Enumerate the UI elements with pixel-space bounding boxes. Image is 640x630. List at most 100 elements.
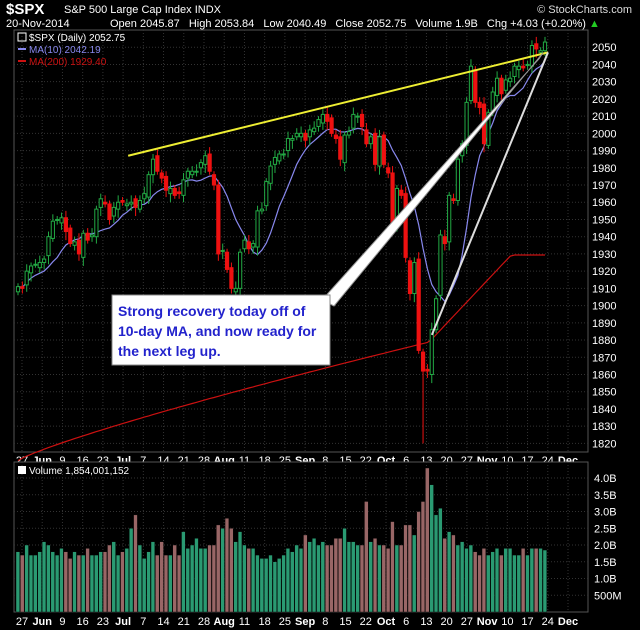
volume-bar (28, 554, 34, 613)
low-value: 2040.49 (286, 18, 327, 30)
volume-bar (394, 544, 399, 613)
volume-bar (20, 554, 25, 613)
candle-body (473, 69, 478, 103)
volume-x-tick-label: 15 (339, 616, 351, 628)
candle-body (251, 243, 256, 248)
volume-bar (303, 534, 308, 613)
candle-body (224, 251, 230, 270)
candle-body (281, 153, 286, 156)
volume-bar (460, 541, 465, 613)
candle-body (229, 267, 234, 289)
volume-bar (50, 551, 55, 613)
candle-body (338, 136, 343, 160)
candle-body (120, 200, 125, 203)
chart-symbol: $SPX (6, 1, 45, 18)
volume-bar (438, 507, 443, 613)
volume-x-tick-label: 25 (279, 616, 291, 628)
candle-body (42, 258, 47, 264)
candle-body (316, 119, 321, 127)
candle-body (177, 191, 182, 195)
volume-bar (237, 531, 243, 613)
volume-bar (124, 548, 129, 613)
volume-bar (294, 544, 299, 613)
volume-bar (250, 548, 256, 613)
volume-x-tick-label: Jul (115, 616, 131, 628)
volume-bar (342, 528, 347, 613)
volume-bar (176, 554, 182, 613)
volume-bar (346, 541, 352, 613)
volume-bar (355, 544, 360, 613)
candle-body (111, 206, 116, 217)
volume-bar (494, 548, 500, 613)
support-trendline (430, 52, 549, 336)
volume-bar (63, 551, 68, 613)
volume-x-tick-label: 21 (178, 616, 190, 628)
volume-bar (477, 554, 482, 613)
candle-body (59, 217, 64, 224)
volume-x-tick-label: 11 (239, 616, 250, 628)
candle-body (242, 239, 247, 250)
volume-bar (150, 541, 156, 613)
candle-body (368, 136, 373, 145)
open-label: Open (110, 18, 137, 30)
volume-bar (33, 554, 38, 613)
candle-body (168, 187, 173, 195)
volume-x-tick-label: 28 (198, 616, 210, 628)
volume-bar (351, 541, 356, 613)
volume-bar (534, 548, 539, 613)
high-value: 2053.84 (214, 18, 255, 30)
volume-bar (94, 554, 99, 613)
candle-body (163, 175, 169, 191)
candle-body (294, 132, 299, 138)
volume-bar (229, 528, 234, 613)
candle-body (194, 170, 199, 173)
candle-body (399, 189, 404, 196)
candle-body (142, 193, 147, 200)
volume-bar (46, 544, 51, 613)
volume-tick-label: 500M (594, 590, 622, 602)
volume-bar (194, 538, 199, 613)
candle-body (198, 162, 204, 169)
price-tick-label: 1980 (592, 163, 616, 175)
volume-x-tick-label: Jun (32, 616, 52, 628)
volume-bar (486, 554, 491, 613)
candle-body (81, 232, 86, 258)
volume-bar (416, 511, 421, 613)
price-tick-label: 2040 (592, 59, 616, 71)
volume-bar (329, 544, 334, 613)
volume-bar (185, 548, 190, 613)
candle-body (124, 203, 129, 207)
legend-volume: Volume 1,854,001,152 (29, 466, 130, 477)
volume-bar (372, 538, 378, 613)
volume-bar (115, 554, 121, 613)
volume-bar (516, 554, 521, 613)
price-tick-label: 2020 (592, 94, 616, 106)
volume-x-tick-label: Dec (558, 616, 578, 628)
price-x-tick-label: 11 (239, 455, 250, 467)
candle-body (68, 227, 73, 245)
price-x-tick-label: 8 (322, 455, 328, 467)
ohlc-readout: Open 2045.87 High 2053.84 Low 2040.49 Cl… (110, 18, 606, 30)
price-tick-label: 1920 (592, 266, 616, 278)
price-tick-label: 1870 (592, 352, 616, 364)
candle-body (150, 158, 156, 176)
candle-body (438, 234, 443, 296)
volume-bar (220, 528, 225, 613)
volume-bar (146, 551, 151, 613)
price-tick-label: 1820 (592, 438, 616, 450)
candle-body (190, 170, 195, 176)
price-tick-label: 1960 (592, 197, 616, 209)
volume-bar (542, 549, 547, 613)
candle-body (28, 265, 34, 274)
volume-tick-label: 2.0B (594, 540, 617, 552)
candle-body (259, 208, 265, 212)
candle-body (534, 43, 539, 50)
volume-bar (277, 558, 282, 613)
candle-body (133, 198, 138, 208)
candle-body (268, 165, 273, 184)
volume-bar (163, 554, 169, 613)
volume-bar (298, 548, 304, 613)
candle-body (146, 174, 151, 198)
candle-body (359, 113, 365, 127)
volume-x-tick-label: 18 (259, 616, 271, 628)
